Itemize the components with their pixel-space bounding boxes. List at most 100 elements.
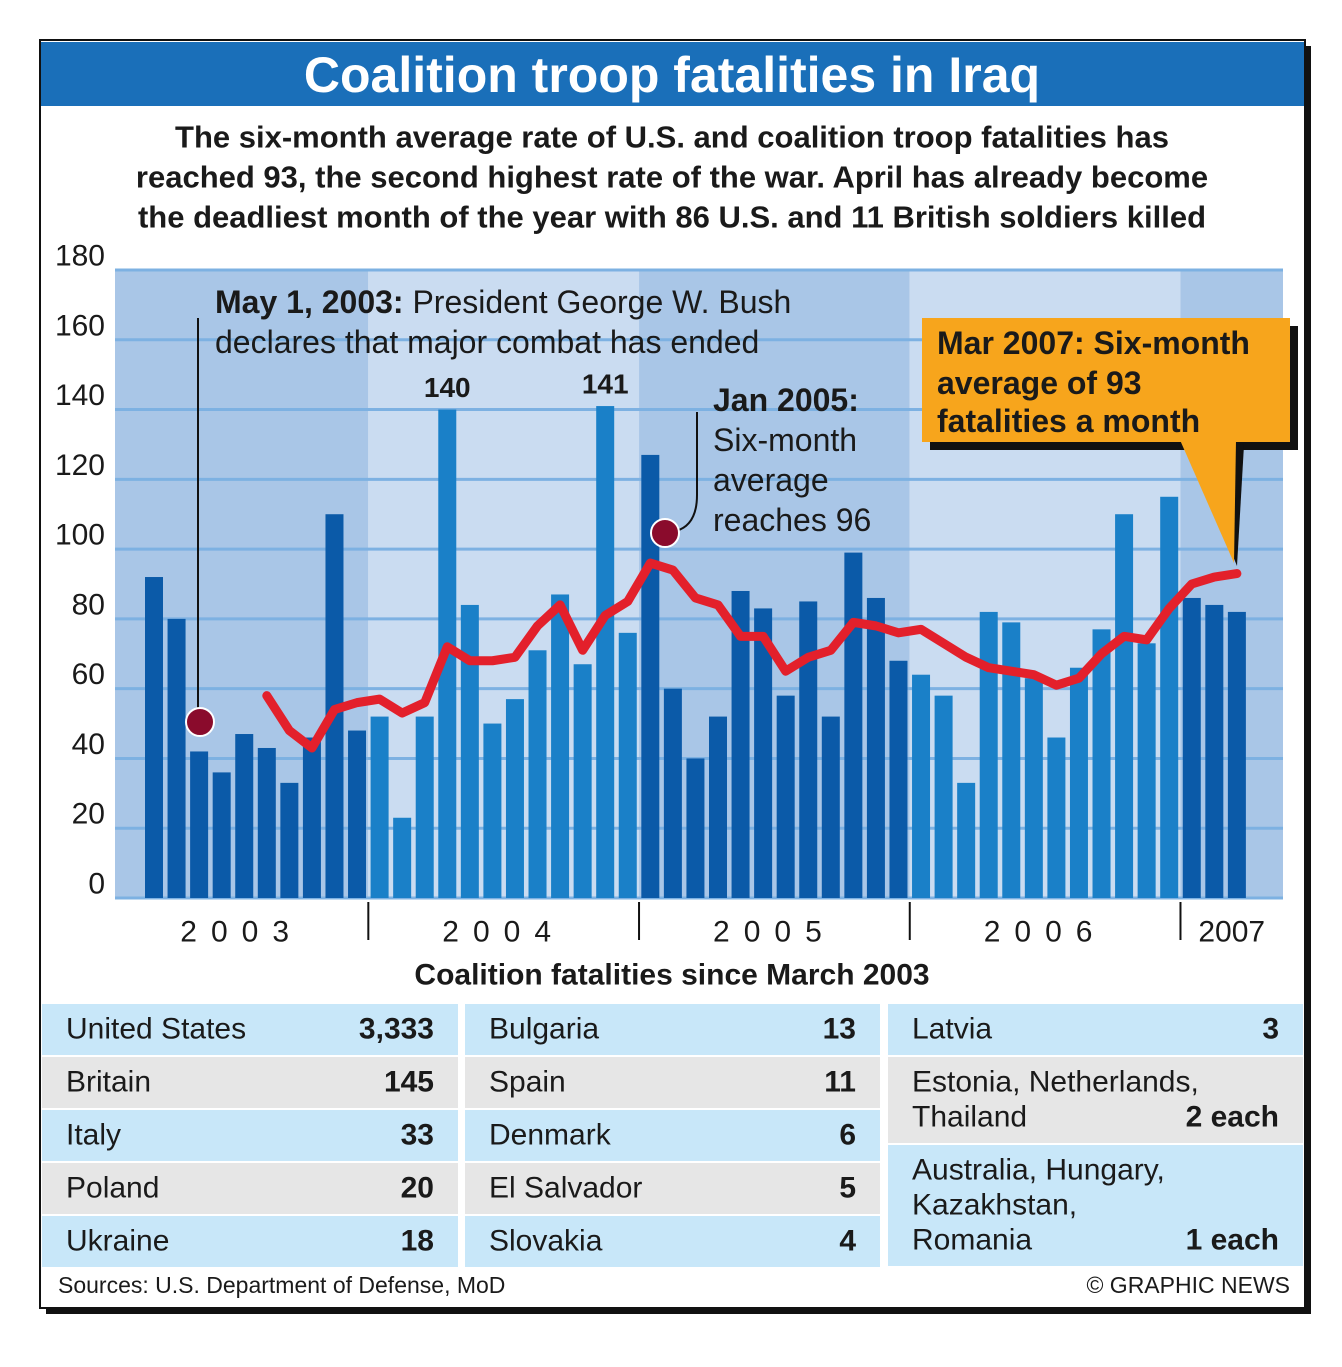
bar [302,737,321,898]
table-row [42,1110,458,1161]
fatalities: 11 [824,1066,856,1099]
bar [190,751,209,898]
x-tick-label: 2006 [984,916,1107,949]
bar [551,594,570,898]
annotation-bold: Jan 2005: [713,382,859,418]
bar [663,688,682,898]
y-tick-label: 180 [55,240,105,273]
bar [1092,629,1111,898]
country: Poland [66,1172,159,1205]
table-row [42,1004,458,1055]
country: Ukraine [66,1225,169,1258]
bar [957,782,976,898]
fatalities: 145 [384,1066,434,1099]
bar [483,723,502,898]
table-row [465,1110,880,1161]
y-tick-label: 80 [72,588,105,621]
fatalities: 1 each [1186,1224,1279,1257]
year-band [368,270,640,898]
annotation-text: reaches 96 [713,502,871,538]
x-tick-label: 2004 [442,916,565,949]
bar [1160,496,1179,898]
table-row [42,1163,458,1214]
bar [280,782,299,898]
marker [185,707,215,737]
chart-title: Coalition troop fatalities in Iraq [304,47,1040,103]
fatalities: 18 [401,1225,434,1258]
x-tick-label: 2005 [713,916,836,949]
bar [709,716,727,898]
fatalities: 13 [823,1013,856,1046]
y-tick-label: 140 [55,379,105,412]
bar [528,650,547,898]
callout-box [922,318,1290,442]
annotation: May 1, 2003: President George W. Bush [215,284,791,320]
bar [1002,622,1021,898]
bar [799,601,818,898]
annotation-text: President George W. Bush [412,284,791,320]
bar [686,758,705,898]
annotation-bold: fatalities a month [937,403,1200,439]
bar [1205,604,1224,898]
bar [618,632,637,898]
country: Italy [66,1119,121,1152]
bar [866,597,885,898]
annotation-bold: May 1, 2003: [215,284,404,320]
bar [889,660,908,898]
y-tick-label: 120 [55,449,105,482]
country: El Salvador [489,1172,642,1205]
marker [650,518,680,548]
subtitle-line: reached 93, the second highest rate of t… [136,160,1208,195]
country: Denmark [489,1119,612,1152]
table-row [888,1004,1303,1055]
table-row [465,1004,880,1055]
table-row [42,1216,458,1267]
table-title: Coalition fatalities since March 2003 [414,959,929,992]
table: United States 3,333 Britain 145 Italy 33 Polan… [42,1004,1303,1267]
annotation-bold: average of 93 [937,365,1142,401]
bar [145,577,163,898]
subtitle-line: the deadliest month of the year with 86 … [138,200,1206,235]
bar [370,716,389,898]
table-row [888,1145,1303,1266]
pointer [675,412,698,532]
bar [731,590,750,898]
bar [1182,597,1201,898]
country: Bulgaria [489,1013,599,1046]
bar [934,695,953,898]
bar [257,747,276,898]
bar [754,608,773,898]
annotation-text: Six-month [713,422,857,458]
bar [460,604,479,898]
country: Kazakhstan, [912,1189,1077,1222]
bar [212,772,231,898]
bar [505,699,524,898]
country: Estonia, Netherlands, [912,1066,1199,1099]
bar [1115,514,1134,898]
bar [1227,611,1246,898]
bar [596,406,615,898]
annotation-text: declares that major combat has ended [215,324,759,360]
country: Slovakia [489,1225,603,1258]
x-tick-label: 2007 [1198,916,1265,949]
bar [393,817,412,898]
table-row [888,1057,1303,1143]
table-row [42,1057,458,1108]
bar [821,716,840,898]
y-tick-label: 100 [55,519,105,552]
bar [415,716,434,898]
credit: © GRAPHIC NEWS [1086,1272,1290,1298]
average-line [262,558,1242,753]
fatalities: 3 [1262,1013,1279,1046]
y-tick-label: 20 [72,798,105,831]
y-tick-label: 160 [55,309,105,342]
table-row [465,1216,880,1267]
title-bar [41,42,1304,106]
bar [1137,643,1156,898]
table-row [465,1057,880,1108]
bar [844,552,863,898]
annotation-text: average [713,462,829,498]
annotation-bold: Mar 2007: Six-month [937,325,1250,361]
